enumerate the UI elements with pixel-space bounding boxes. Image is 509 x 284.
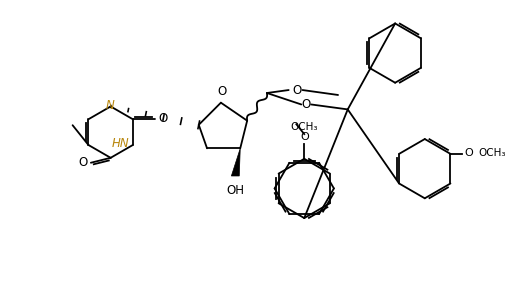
Text: N: N	[105, 99, 114, 112]
Text: O: O	[291, 83, 301, 97]
Text: OCH₃: OCH₃	[477, 148, 504, 158]
Text: O: O	[463, 148, 472, 158]
Text: OH: OH	[226, 184, 244, 197]
Text: OCH₃: OCH₃	[290, 122, 318, 132]
Text: O: O	[301, 98, 310, 111]
Text: HN: HN	[111, 137, 129, 151]
Text: O: O	[78, 156, 88, 169]
Text: O: O	[158, 112, 167, 125]
Polygon shape	[231, 148, 240, 176]
Text: O: O	[217, 85, 226, 98]
Text: O: O	[300, 132, 309, 142]
